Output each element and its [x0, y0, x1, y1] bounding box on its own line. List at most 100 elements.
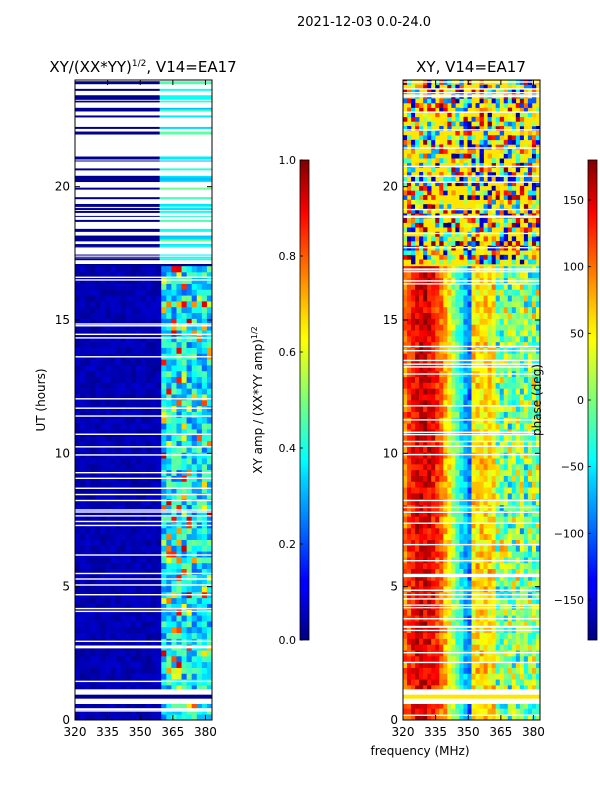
left-heatmap-cell	[196, 283, 203, 290]
right-heatmap-cell	[403, 324, 408, 331]
left-heatmap-cell	[75, 306, 81, 314]
right-heatmap-cell	[455, 574, 460, 581]
left-heatmap-cell	[120, 370, 127, 378]
left-heatmap-cell	[186, 336, 192, 343]
left-heatmap-cell	[100, 272, 106, 279]
left-heatmap-cell	[186, 423, 192, 430]
left-heatmap-cell	[191, 336, 198, 343]
left-heatmap-cell	[135, 661, 142, 668]
right-heatmap-cell	[463, 597, 468, 604]
right-heatmap-cell	[439, 510, 444, 517]
left-heatmap-cell	[90, 400, 96, 407]
left-heatmap-cell	[80, 266, 86, 273]
left-plot-title: XY/(XX*YY)1/2, V14=EA17	[49, 58, 236, 76]
right-heatmap-cell	[535, 400, 540, 407]
left-heatmap-cell	[80, 493, 86, 500]
right-heatmap-cell	[499, 528, 505, 535]
right-heatmap-cell	[515, 685, 521, 692]
right-heatmap-cell	[479, 539, 484, 546]
left-heatmap-cell	[105, 580, 111, 587]
left-heatmap-cell	[186, 306, 192, 314]
left-heatmap-cell	[130, 301, 137, 308]
left-plot-frame	[74, 79, 213, 721]
left-heatmap-cell	[95, 283, 101, 290]
right-heatmap-cell	[471, 597, 476, 604]
right-heatmap-cell	[495, 493, 501, 500]
left-heatmap-cell	[181, 318, 187, 325]
left-heatmap-cell	[181, 685, 187, 692]
right-heatmap-cell	[531, 487, 537, 494]
left-heatmap-cell	[176, 382, 182, 389]
right-heatmap-cell	[495, 685, 501, 692]
left-heatmap-cell	[151, 295, 157, 302]
left-heatmap-stripe	[75, 156, 160, 160]
right-heatmap-cell	[515, 388, 521, 395]
right-heatmap-cell	[435, 597, 440, 604]
right-heatmap-cell	[439, 283, 444, 290]
left-heatmap-cell	[191, 423, 198, 430]
left-heatmap-cell	[201, 272, 208, 279]
left-heatmap-cell	[140, 510, 147, 517]
right-heatmap-cell	[471, 289, 476, 296]
right-heatmap-cell	[515, 656, 521, 663]
right-heatmap-cell	[483, 382, 488, 389]
right-heatmap-cell	[467, 574, 472, 581]
left-heatmap-cell	[196, 679, 203, 686]
right-heatmap-cell	[451, 359, 456, 366]
left-heatmap-cell	[151, 417, 157, 424]
left-heatmap-cell	[206, 370, 212, 378]
right-heatmap-cell	[475, 609, 480, 616]
left-heatmap-cell	[161, 440, 167, 447]
left-heatmap-cell	[206, 283, 212, 290]
right-heatmap-cell	[487, 679, 492, 686]
right-heatmap-cell	[515, 241, 521, 246]
right-heatmap-cell	[471, 330, 476, 337]
right-heatmap-cell	[491, 353, 496, 360]
right-heatmap-cell	[531, 394, 537, 401]
right-heatmap-cell	[459, 452, 464, 459]
right-heatmap-cell	[519, 289, 525, 296]
right-heatmap-cell	[459, 254, 464, 260]
right-heatmap-cell	[471, 679, 476, 686]
right-heatmap-cell	[439, 667, 444, 674]
right-heatmap-cell	[467, 656, 472, 663]
left-heatmap-cell	[110, 434, 116, 442]
left-heatmap-cell	[201, 626, 208, 634]
right-heatmap-cell	[407, 580, 412, 587]
right-heatmap-cell	[455, 475, 460, 482]
right-heatmap-cell	[475, 254, 480, 260]
right-heatmap-cell	[507, 324, 513, 331]
left-heatmap-cell	[146, 446, 152, 453]
x-tick-label: 380	[194, 725, 217, 739]
left-heatmap-cell	[151, 557, 157, 564]
left-heatmap-cell	[181, 266, 187, 273]
left-heatmap-cell	[151, 656, 157, 663]
left-heatmap-cell	[181, 545, 187, 552]
left-heatmap-cell	[125, 266, 132, 273]
right-heatmap-cell	[519, 411, 525, 418]
right-heatmap-cell	[495, 330, 501, 337]
right-heatmap-cell	[435, 359, 440, 366]
right-heatmap-cell	[423, 353, 428, 360]
left-heatmap-cell	[80, 283, 86, 290]
right-heatmap-cell	[531, 551, 537, 558]
left-heatmap-stripe	[75, 107, 160, 110]
right-heatmap-cell	[531, 283, 537, 290]
right-heatmap-cell	[499, 533, 505, 540]
left-heatmap-cell	[75, 336, 81, 343]
left-heatmap-cell	[151, 498, 157, 506]
right-heatmap-cell	[447, 306, 452, 314]
right-heatmap-cell	[519, 551, 525, 558]
right-heatmap-cell	[411, 656, 416, 663]
left-heatmap-cell	[206, 365, 212, 372]
right-heatmap-cell	[523, 353, 529, 360]
left-heatmap-cell	[151, 650, 157, 657]
right-heatmap-cell	[427, 405, 432, 412]
right-heatmap-cell	[419, 452, 424, 459]
left-heatmap-cell	[100, 504, 106, 511]
left-heatmap-cell	[151, 510, 157, 517]
right-heatmap-cell	[451, 661, 456, 668]
left-heatmap-cell	[161, 341, 167, 348]
left-heatmap-cell	[85, 609, 91, 616]
left-heatmap-cell	[201, 434, 208, 442]
